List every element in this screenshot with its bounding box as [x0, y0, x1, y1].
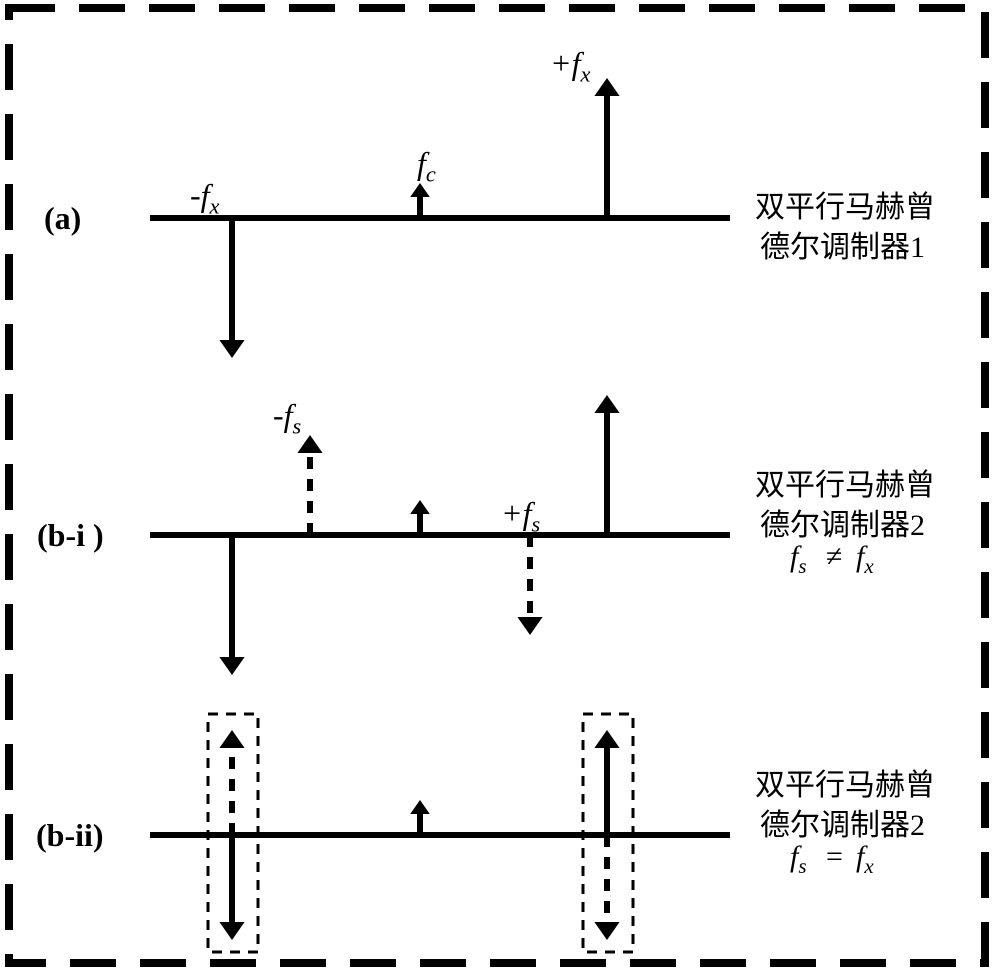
label-caption_bi_l1: 双平行马赫曾 [755, 460, 935, 504]
label-bi_minus_fs: -fs [273, 397, 301, 439]
label-caption_bii_eq: = [826, 840, 843, 874]
label-panel_bi: (b-i ) [37, 517, 104, 554]
label-caption_bi_l3a: fs [790, 540, 807, 579]
label-caption_bi_l2: 德尔调制器2 [760, 500, 925, 544]
label-caption_bii_l3a: fs [790, 840, 807, 879]
label-caption_bi_l3b: fx [856, 540, 874, 579]
label-bi_plus_fs: +fs [501, 495, 540, 537]
label-caption_bii_l1: 双平行马赫曾 [755, 760, 935, 804]
label-a_plus_fx: +fx [550, 45, 590, 87]
diagram-canvas: (a) (b-i ) (b-ii) +fx -fx fc -fs +fs 双平行马赫曾德尔调制器… [0, 0, 1000, 973]
label-caption_bii_l3b: fx [856, 840, 874, 879]
label-a_minus_fx: -fx [190, 177, 220, 219]
label-a_fc: fc [417, 145, 436, 187]
label-panel_bii: (b-ii) [36, 817, 104, 854]
label-caption_bi_eq: ≠ [826, 540, 842, 574]
label-caption_bii_l2: 德尔调制器2 [760, 800, 925, 844]
label-caption_a_l1: 双平行马赫曾 [755, 182, 935, 226]
label-caption_a_l2: 德尔调制器1 [760, 222, 925, 266]
label-panel_a: (a) [44, 200, 81, 237]
